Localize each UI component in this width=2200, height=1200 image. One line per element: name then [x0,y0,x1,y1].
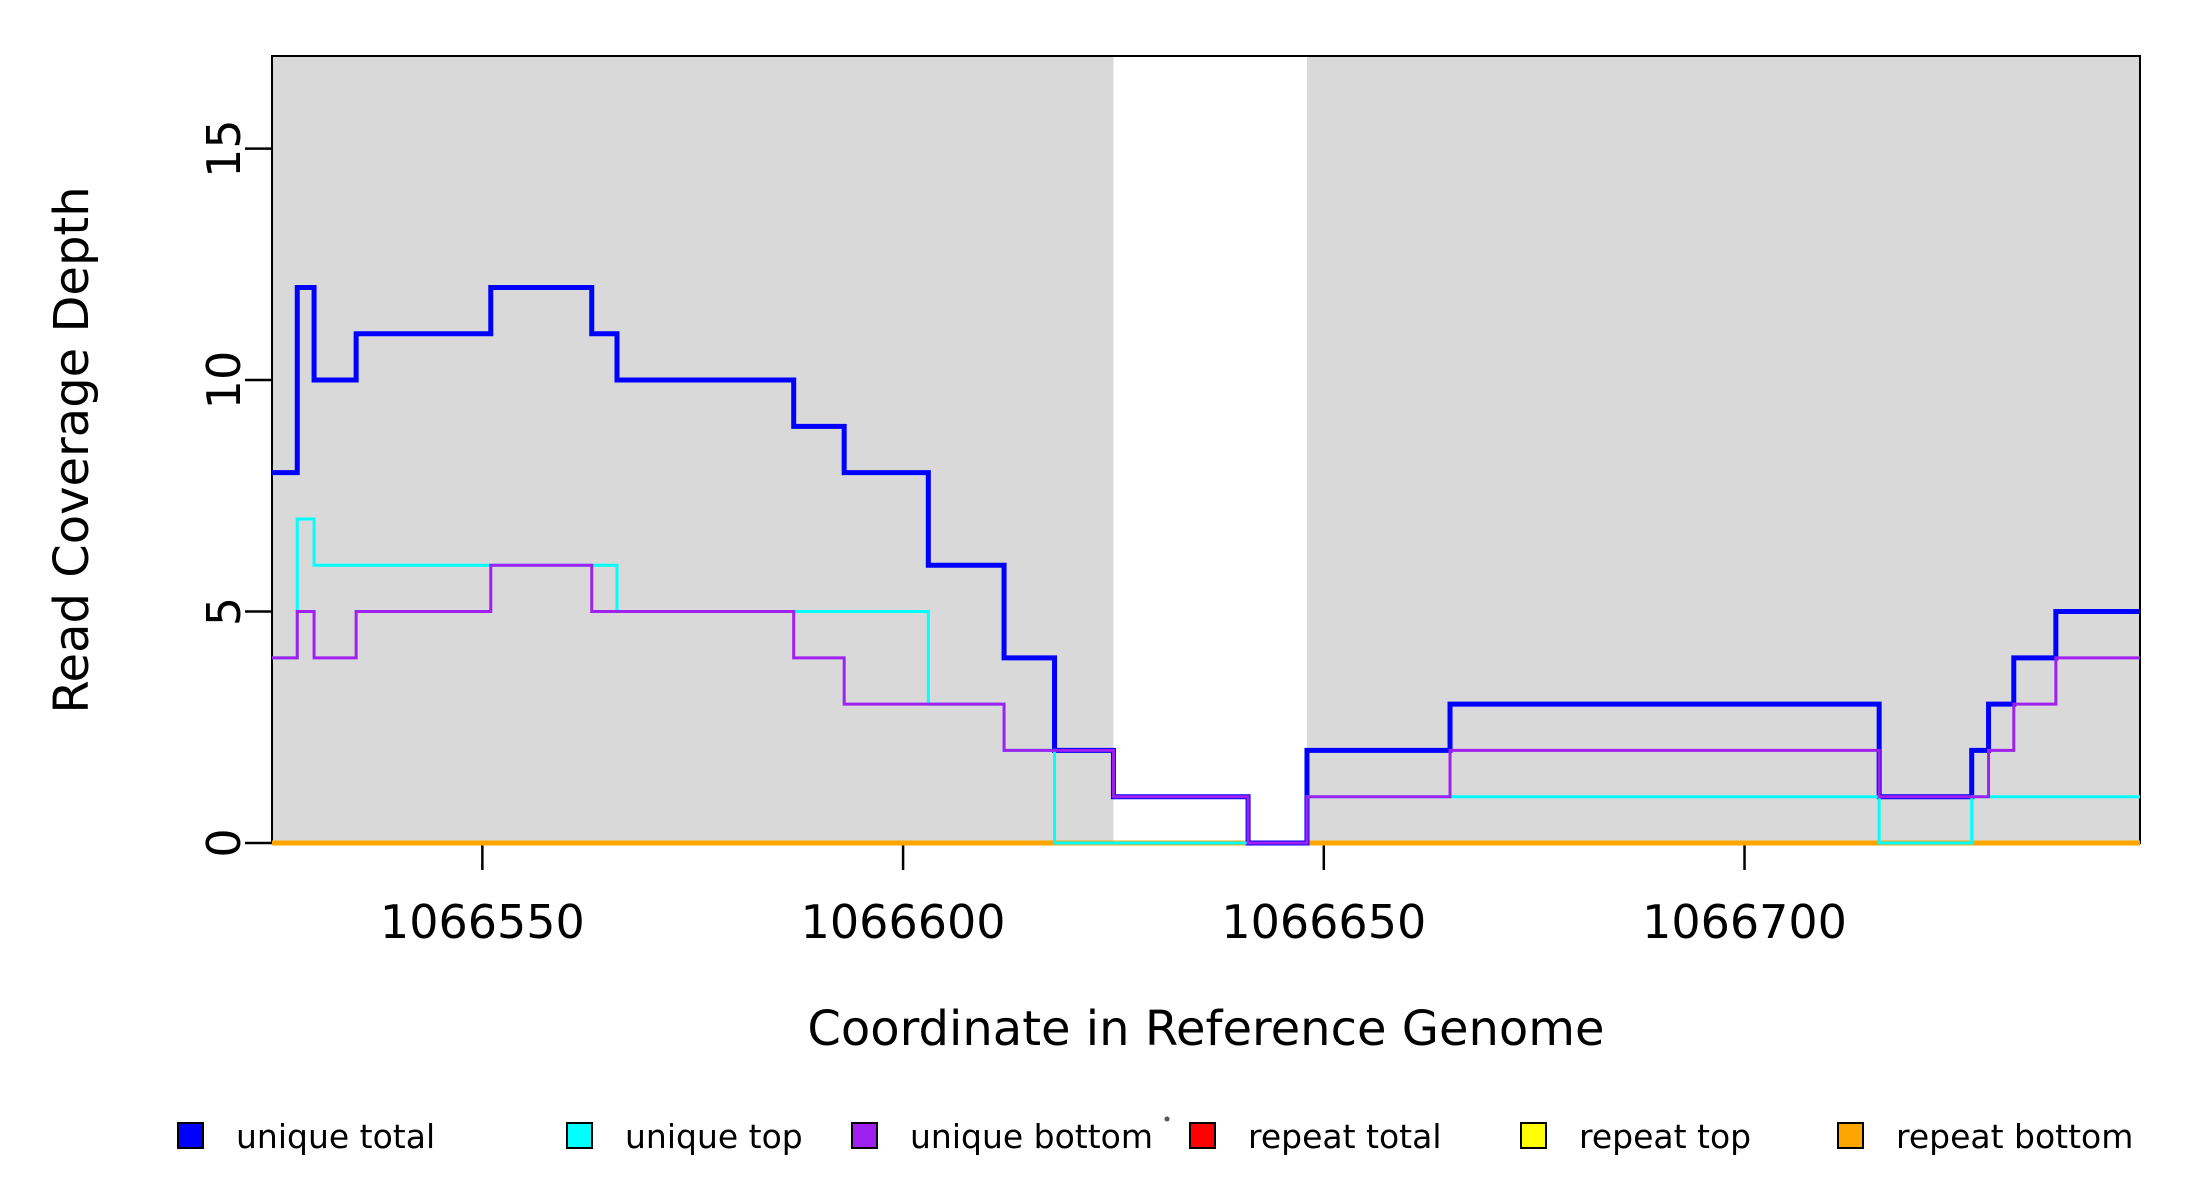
stray-dot [1164,1116,1170,1122]
y-tick-label: 0 [197,828,251,857]
legend-swatch-repeat-total [1189,1122,1216,1149]
y-tick-label: 5 [197,597,251,626]
legend-item: repeat bottom [1837,1117,2133,1156]
legend-item: repeat total [1189,1117,1442,1156]
plot-area: 1066550 1066600 1066650 1066700 0 5 10 15 [197,55,2141,949]
legend-item: repeat top [1520,1117,1751,1156]
legend-swatch-unique-total [177,1122,204,1149]
x-tick-label: 1066550 [380,895,585,949]
legend-label: unique total [236,1117,435,1156]
legend-label: unique bottom [910,1117,1153,1156]
shaded-region [272,56,1114,843]
legend-label: repeat total [1248,1117,1442,1156]
legend: unique total unique top unique bottom re… [177,1117,2133,1156]
legend-swatch-repeat-top [1520,1122,1547,1149]
x-tick-label: 1066600 [801,895,1006,949]
y-axis-title: Read Coverage Depth [44,186,100,713]
series-unique-bottom [272,563,2140,845]
x-tick-label: 1066700 [1642,895,1847,949]
legend-item: unique top [566,1117,803,1156]
legend-label: repeat top [1579,1117,1751,1156]
y-tick-label: 15 [197,119,251,178]
legend-item: unique bottom [851,1117,1153,1156]
legend-item: unique total [177,1117,435,1156]
y-tick-label: 10 [197,351,251,410]
x-tick-label: 1066650 [1221,895,1426,949]
series-unique-total [272,284,2140,846]
legend-label: repeat bottom [1896,1117,2133,1156]
legend-swatch-repeat-bottom [1837,1122,1864,1149]
x-axis-title: Coordinate in Reference Genome [807,1001,1604,1057]
legend-swatch-unique-top [566,1122,593,1149]
legend-swatch-unique-bottom [851,1122,878,1149]
shaded-region [1306,56,2140,843]
legend-label: unique top [625,1117,803,1156]
